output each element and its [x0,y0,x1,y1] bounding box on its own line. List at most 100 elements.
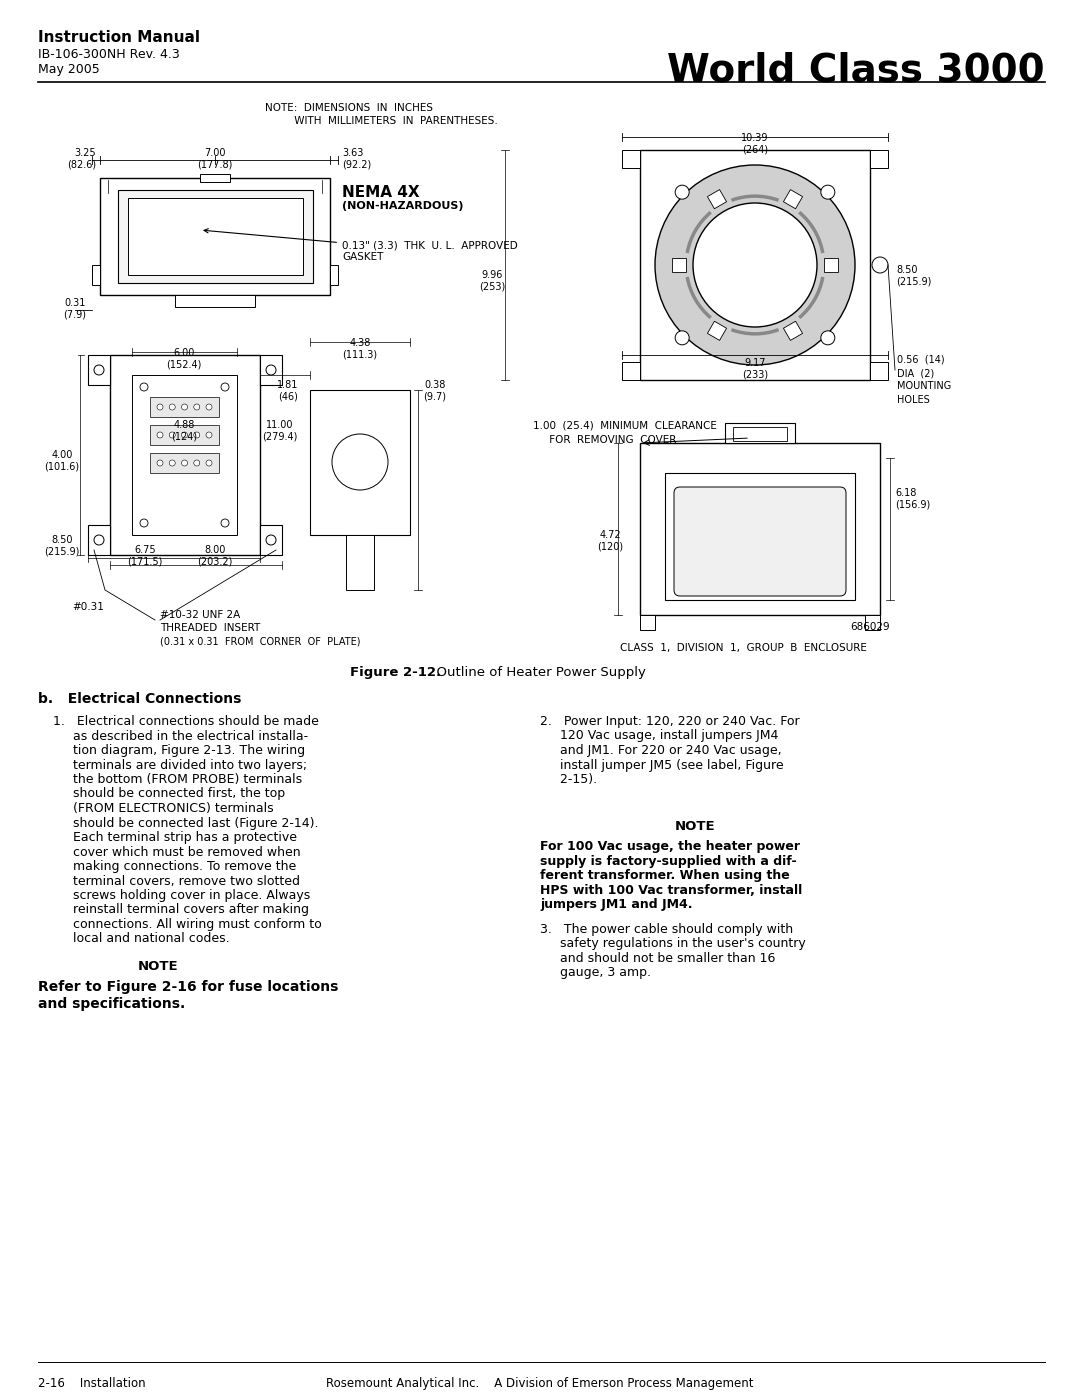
Text: Rosemount Analytical Inc.    A Division of Emerson Process Management: Rosemount Analytical Inc. A Division of … [326,1377,754,1390]
Text: 1.00  (25.4)  MINIMUM  CLEARANCE: 1.00 (25.4) MINIMUM CLEARANCE [534,420,717,430]
Text: screws holding cover in place. Always: screws holding cover in place. Always [53,888,310,902]
Text: (NON-HAZARDOUS): (NON-HAZARDOUS) [342,201,463,211]
Text: the bottom (FROM PROBE) terminals: the bottom (FROM PROBE) terminals [53,773,302,787]
Text: should be connected last (Figure 2-14).: should be connected last (Figure 2-14). [53,816,319,830]
Bar [150,397,219,416]
Circle shape [193,404,200,409]
Text: supply is factory-supplied with a dif-: supply is factory-supplied with a dif- [540,855,797,868]
Bar [870,149,888,168]
Bar [260,355,282,386]
Text: 4.00
(101.6): 4.00 (101.6) [44,450,80,472]
Text: connections. All wiring must conform to: connections. All wiring must conform to [53,918,322,930]
Text: NEMA 4X: NEMA 4X [342,184,420,200]
Text: 0.13" (3.3)  THK  U. L.  APPROVED
GASKET: 0.13" (3.3) THK U. L. APPROVED GASKET [204,229,517,261]
Text: making connections. To remove the: making connections. To remove the [53,861,296,873]
Text: Instruction Manual: Instruction Manual [38,29,200,45]
Text: (FROM ELECTRONICS) terminals: (FROM ELECTRONICS) terminals [53,802,273,814]
Text: 3.   The power cable should comply with: 3. The power cable should comply with [540,922,793,936]
Text: 8.00
(203.2): 8.00 (203.2) [198,545,232,567]
Text: install jumper JM5 (see label, Figure: install jumper JM5 (see label, Figure [540,759,784,771]
Text: and should not be smaller than 16: and should not be smaller than 16 [540,951,775,964]
Circle shape [193,460,200,467]
Bar [200,175,230,182]
Bar [110,355,260,555]
Bar [707,190,727,208]
Circle shape [693,203,816,327]
Circle shape [157,404,163,409]
Text: 686029: 686029 [850,622,890,631]
Text: gauge, 3 amp.: gauge, 3 amp. [540,965,651,979]
Bar [100,177,330,295]
Text: 3.63
(92.2): 3.63 (92.2) [342,148,372,169]
Text: NOTE: NOTE [137,960,178,972]
Text: as described in the electrical installa-: as described in the electrical installa- [53,729,308,742]
Circle shape [206,460,212,467]
Text: Outline of Heater Power Supply: Outline of Heater Power Supply [428,666,646,679]
Text: For 100 Vac usage, the heater power: For 100 Vac usage, the heater power [540,840,800,854]
Text: FOR  REMOVING  COVER: FOR REMOVING COVER [534,434,676,446]
Circle shape [266,535,276,545]
Bar [707,321,727,341]
Text: 0.31
(7.9): 0.31 (7.9) [64,298,86,320]
Text: 1.   Electrical connections should be made: 1. Electrical connections should be made [53,715,319,728]
Text: cover which must be removed when: cover which must be removed when [53,845,300,859]
Text: 7.00
(177.8): 7.00 (177.8) [198,148,232,169]
Text: jumpers JM1 and JM4.: jumpers JM1 and JM4. [540,898,692,911]
Text: 9.96
(253): 9.96 (253) [478,270,505,292]
Text: 2-16    Installation: 2-16 Installation [38,1377,146,1390]
Circle shape [193,432,200,439]
Bar [118,190,313,284]
Text: NOTE: NOTE [675,820,715,833]
Text: b.   Electrical Connections: b. Electrical Connections [38,692,241,705]
Circle shape [821,331,835,345]
Bar [622,149,640,168]
Circle shape [821,186,835,200]
Circle shape [94,365,104,374]
Text: 9.17
(233): 9.17 (233) [742,358,768,380]
Circle shape [157,460,163,467]
Bar [824,258,838,272]
Bar [870,362,888,380]
Text: HPS with 100 Vac transformer, install: HPS with 100 Vac transformer, install [540,883,802,897]
Bar [783,321,802,341]
Bar [725,423,795,443]
Circle shape [675,331,689,345]
Circle shape [675,186,689,200]
Bar [640,615,654,630]
Text: 6.75
(171.5): 6.75 (171.5) [127,545,163,567]
Bar [640,443,880,615]
Bar [92,265,100,285]
Circle shape [332,434,388,490]
Bar [150,453,219,474]
Bar [150,425,219,446]
Text: reinstall terminal covers after making: reinstall terminal covers after making [53,904,309,916]
Text: NOTE:  DIMENSIONS  IN  INCHES: NOTE: DIMENSIONS IN INCHES [265,103,433,113]
Circle shape [170,460,175,467]
Text: local and national codes.: local and national codes. [53,933,230,946]
Circle shape [206,432,212,439]
Text: ferent transformer. When using the: ferent transformer. When using the [540,869,789,882]
Text: WITH  MILLIMETERS  IN  PARENTHESES.: WITH MILLIMETERS IN PARENTHESES. [265,116,498,126]
Text: 8.50
(215.9): 8.50 (215.9) [44,535,80,556]
Bar [129,198,303,275]
Circle shape [872,257,888,272]
Bar [640,149,870,380]
Bar [260,525,282,555]
Text: 1.81
(46): 1.81 (46) [278,380,299,401]
Circle shape [181,460,188,467]
Text: Each terminal strip has a protective: Each terminal strip has a protective [53,831,297,844]
Circle shape [140,520,148,527]
Circle shape [221,383,229,391]
Bar [330,265,338,285]
Bar [672,258,686,272]
Text: 8.50
(215.9): 8.50 (215.9) [896,265,931,286]
Text: 4.38
(111.3): 4.38 (111.3) [342,338,378,359]
Text: 6.00
(152.4): 6.00 (152.4) [166,348,202,370]
Text: 11.00
(279.4): 11.00 (279.4) [262,420,298,441]
Text: should be connected first, the top: should be connected first, the top [53,788,285,800]
Bar [132,374,237,535]
Text: IB-106-300NH Rev. 4.3: IB-106-300NH Rev. 4.3 [38,47,179,61]
Bar [87,525,110,555]
Text: World Class 3000: World Class 3000 [667,52,1045,89]
Bar [783,190,802,208]
